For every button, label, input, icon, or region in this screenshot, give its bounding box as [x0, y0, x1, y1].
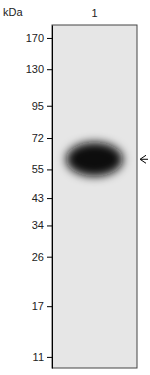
figure: 170 130 95 72 55 43 34 26 17 11 kDa 1 [0, 0, 150, 375]
tick: 95 [32, 100, 52, 112]
y-axis: 170 130 95 72 55 43 34 26 17 11 [26, 26, 53, 369]
tick: 26 [32, 251, 52, 263]
tick: 130 [26, 63, 52, 75]
tick-label: 72 [32, 132, 44, 144]
tick-label: 55 [32, 163, 44, 175]
tick-mark [47, 106, 52, 107]
tick-mark [47, 198, 52, 199]
tick-label: 26 [32, 251, 44, 263]
axis-title: kDa [3, 6, 23, 18]
tick-label: 95 [32, 100, 44, 112]
tick-label: 43 [32, 192, 44, 204]
axis-line [52, 26, 53, 369]
tick-mark [47, 357, 52, 358]
tick-mark [47, 69, 52, 70]
tick-mark [47, 38, 52, 39]
tick-label: 11 [33, 351, 44, 363]
arrow-shaft [141, 159, 148, 160]
bands [66, 142, 123, 176]
blot-panel [52, 25, 137, 368]
tick-mark [47, 138, 52, 139]
tick: 55 [32, 163, 52, 175]
tick-mark [47, 257, 52, 258]
tick-mark [47, 225, 52, 226]
lane-label: 1 [91, 7, 97, 19]
tick-label: 130 [26, 63, 44, 75]
tick: 11 [33, 351, 52, 363]
tick-label: 34 [32, 219, 44, 231]
tick: 34 [32, 219, 52, 231]
arrow-head [140, 155, 146, 163]
tick-mark [47, 306, 52, 307]
tick-label: 17 [32, 300, 44, 312]
tick-mark [47, 169, 52, 170]
tick: 170 [26, 32, 52, 44]
tick: 72 [32, 132, 52, 144]
tick-label: 170 [26, 32, 44, 44]
arrow [140, 155, 148, 163]
tick: 17 [32, 300, 52, 312]
tick: 43 [32, 192, 52, 204]
band [66, 142, 123, 176]
